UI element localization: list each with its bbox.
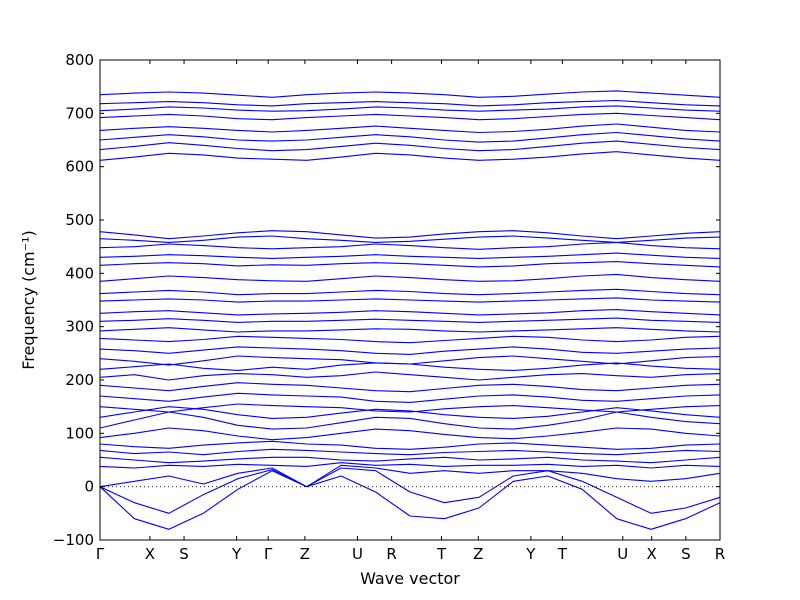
band-line-16 (99, 355, 721, 366)
band-lines (99, 90, 721, 530)
x-tick-label-5: Z (300, 545, 310, 563)
band-line-10 (99, 406, 721, 419)
band-line-12 (99, 392, 721, 403)
y-tick-label-5: 400 (65, 264, 94, 282)
band-line-8 (99, 427, 721, 441)
band-line-3 (99, 464, 721, 488)
band-line-34 (99, 112, 721, 121)
x-tick-label-7: R (386, 545, 396, 563)
x-tick-label-2: S (179, 545, 189, 563)
x-tick-label-12: U (617, 545, 628, 563)
band-line-1 (99, 470, 721, 530)
band-line-36 (99, 99, 721, 107)
band-line-5 (99, 456, 721, 464)
x-axis-title: Wave vector (360, 569, 460, 588)
band-line-30 (99, 151, 721, 161)
band-line-18 (99, 335, 721, 344)
band-line-7 (99, 440, 721, 450)
band-line-32 (99, 131, 721, 143)
y-tick-label-1: 0 (84, 478, 94, 496)
band-line-6 (99, 448, 721, 456)
band-line-28 (99, 235, 721, 243)
x-tick-label-1: X (145, 545, 155, 563)
y-tick-label-4: 300 (65, 318, 94, 336)
plot-frame (99, 59, 721, 541)
x-tick-label-11: T (557, 545, 568, 563)
x-tick-label-9: Z (473, 545, 483, 563)
x-tick-label-14: S (681, 545, 691, 563)
band-line-20 (99, 317, 721, 323)
y-tick-label-6: 500 (65, 211, 94, 229)
band-line-26 (99, 252, 721, 259)
band-line-17 (99, 346, 721, 355)
band-line-24 (99, 273, 721, 282)
y-axis-title: Frequency (cm⁻¹) (19, 230, 38, 369)
band-line-25 (99, 261, 721, 268)
x-tick-label-0: Γ (96, 545, 105, 563)
x-tick-label-4: Γ (264, 545, 273, 563)
x-tick-label-15: R (715, 545, 725, 563)
y-tick-label-9: 800 (65, 51, 94, 69)
y-tick-label-3: 200 (65, 371, 94, 389)
x-tick-label-10: Y (525, 545, 536, 563)
y-tick-label-0: −100 (53, 531, 94, 549)
band-line-21 (99, 309, 721, 316)
band-line-13 (99, 382, 721, 393)
band-line-22 (99, 297, 721, 303)
band-line-2 (99, 467, 721, 514)
x-tick-label-6: U (352, 545, 363, 563)
band-line-19 (99, 327, 721, 333)
x-tick-label-13: X (647, 545, 657, 563)
x-tick-label-8: T (436, 545, 447, 563)
y-tick-label-8: 700 (65, 104, 94, 122)
y-tick-label-7: 600 (65, 158, 94, 176)
band-line-11 (99, 403, 721, 413)
band-line-29 (99, 230, 721, 240)
band-line-14 (99, 371, 721, 381)
band-line-37 (99, 90, 721, 98)
band-line-31 (99, 140, 721, 152)
y-axis: −100 0 100 200 300 400 500 600 700 800 (53, 51, 720, 549)
band-line-23 (99, 288, 721, 296)
band-line-33 (99, 123, 721, 134)
x-tick-label-3: Y (231, 545, 242, 563)
band-line-4 (99, 462, 721, 469)
y-tick-label-2: 100 (65, 424, 94, 442)
band-line-35 (99, 105, 721, 112)
